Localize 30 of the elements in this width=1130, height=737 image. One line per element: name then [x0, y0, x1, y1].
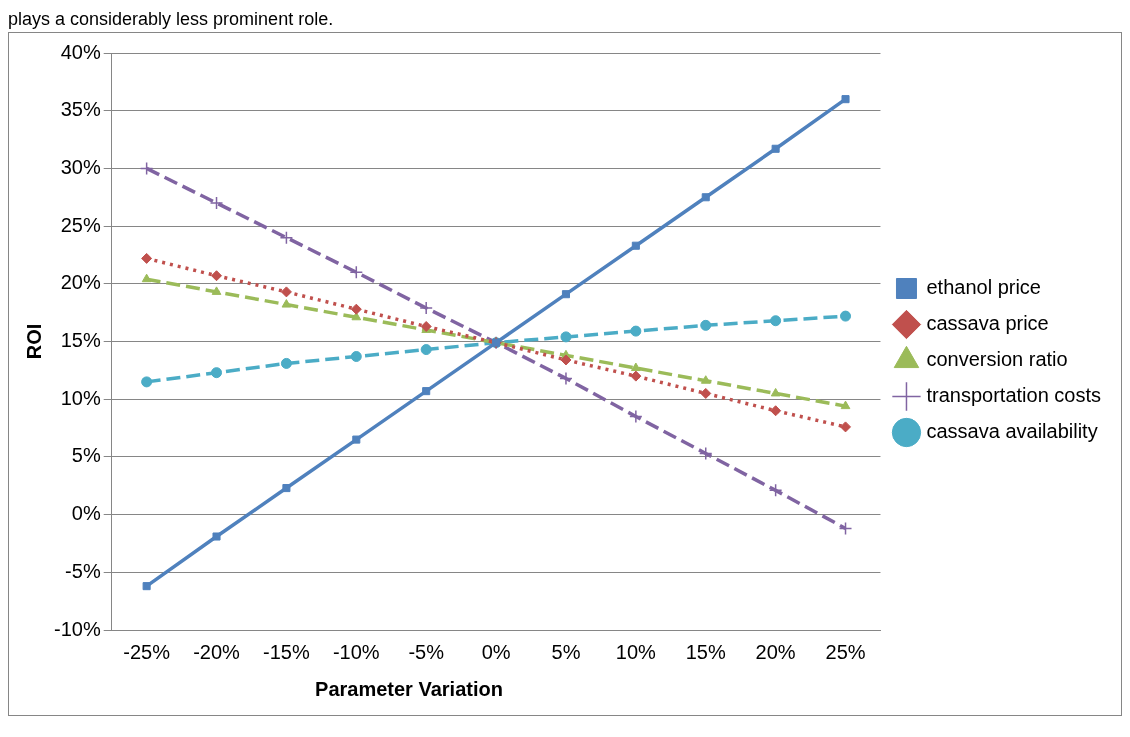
x-tick-label: 25% [825, 640, 866, 663]
x-tick-label: -5% [408, 640, 445, 663]
y-tick-label: 30% [60, 155, 101, 178]
legend-label: cassava price [926, 312, 1049, 335]
text: plays a considerably less prominent role. [8, 8, 335, 30]
x-tick-label: 20% [755, 640, 796, 663]
y-tick-label: 25% [60, 213, 101, 236]
y-tick-label: -5% [65, 559, 101, 582]
legend-label: conversion ratio [926, 348, 1068, 371]
y-tick-label: -10% [53, 617, 101, 640]
legend-label: cassava availability [926, 420, 1098, 443]
y-tick-label: 20% [60, 271, 101, 294]
x-tick-label: 5% [551, 640, 581, 663]
x-tick-label: 15% [685, 640, 726, 663]
y-tick-label: 5% [71, 444, 101, 467]
y-tick-label: 35% [60, 98, 101, 121]
x-tick-label: -15% [263, 640, 310, 663]
x-tick-label: -20% [193, 640, 241, 663]
y-axis-title: ROI [22, 323, 45, 360]
y-tick-label: 0% [71, 502, 101, 525]
x-tick-label: -25% [123, 640, 171, 663]
legend-label: transportation costs [926, 384, 1101, 407]
x-tick-label: 0% [481, 640, 511, 663]
x-axis-title: Parameter Variation [314, 678, 504, 701]
y-tick-label: 15% [60, 329, 101, 352]
y-tick-label: 10% [60, 386, 101, 409]
legend-label: ethanol price [926, 276, 1041, 299]
x-tick-label: 10% [615, 640, 657, 663]
y-tick-label: 40% [60, 40, 101, 63]
x-tick-label: -10% [332, 640, 380, 663]
